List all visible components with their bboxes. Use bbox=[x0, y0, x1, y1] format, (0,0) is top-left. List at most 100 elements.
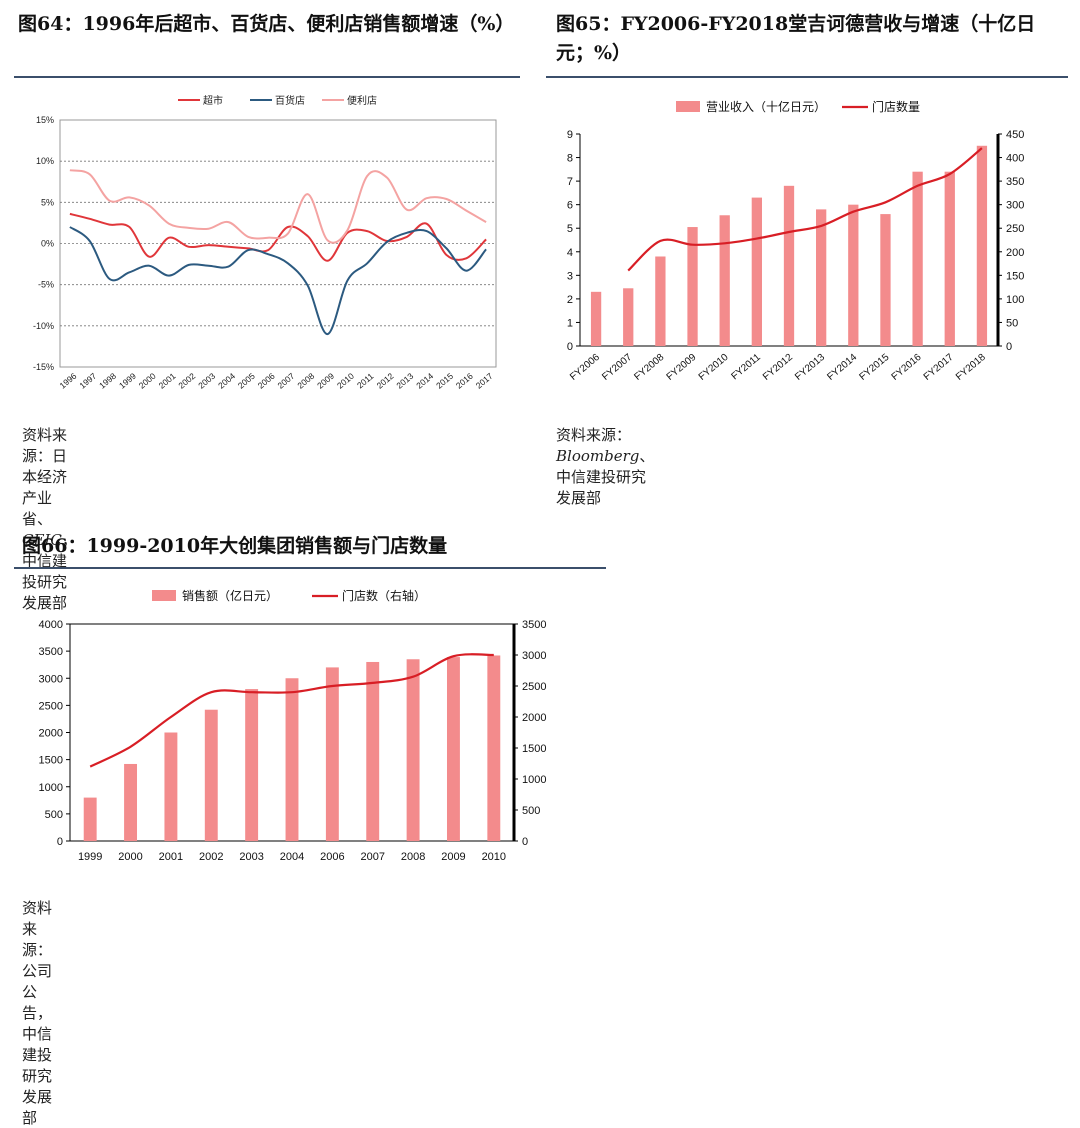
bar bbox=[687, 227, 698, 346]
y-tick-label: 5 bbox=[567, 223, 573, 235]
chart-66-source-prefix: 资料来源：公司公告，中信建投研究发展部 bbox=[22, 899, 53, 1127]
y2-tick-label: 200 bbox=[1006, 247, 1024, 259]
chart-66-title: 图66：1999-2010年大创集团销售额与门店数量 bbox=[22, 535, 448, 557]
x-tick-label: 2003 bbox=[239, 851, 263, 863]
y-tick-label: -15% bbox=[33, 362, 54, 372]
y2-tick-label: 500 bbox=[522, 805, 540, 817]
chart-64-title: 图64：1996年后超市、百货店、便利店销售额增速（%） bbox=[18, 13, 515, 35]
y-tick-label: 6 bbox=[567, 200, 573, 212]
chart-65-source: 资料来源： Bloomberg、中信建投研究发展部 bbox=[556, 424, 654, 508]
y2-tick-label: 250 bbox=[1006, 223, 1024, 235]
x-tick-label: 2011 bbox=[355, 371, 376, 391]
x-tick-label: 2003 bbox=[196, 371, 217, 391]
bar bbox=[204, 709, 218, 841]
x-tick-label: FY2011 bbox=[729, 352, 763, 383]
bar bbox=[655, 256, 666, 346]
bar bbox=[848, 204, 859, 346]
x-tick-label: 1999 bbox=[117, 371, 138, 391]
x-tick-label: FY2013 bbox=[793, 352, 827, 383]
x-tick-label: 2012 bbox=[375, 371, 396, 391]
bar bbox=[719, 215, 730, 346]
x-tick-label: 2001 bbox=[159, 851, 183, 863]
y2-tick-label: 300 bbox=[1006, 200, 1024, 212]
chart-64-title-rule bbox=[14, 76, 520, 78]
x-tick-label: 2014 bbox=[414, 371, 435, 391]
y2-tick-label: 0 bbox=[1006, 341, 1012, 353]
series-line bbox=[89, 653, 494, 768]
x-tick-label: FY2018 bbox=[954, 352, 988, 383]
y-tick-label: 7 bbox=[567, 176, 573, 188]
x-tick-label: 2002 bbox=[199, 851, 223, 863]
chart-65-title: 图65：FY2006-FY2018堂吉诃德营收与增速（十亿日元；%） bbox=[556, 13, 1036, 64]
bar bbox=[976, 145, 988, 346]
bar bbox=[245, 689, 259, 841]
chart-65-svg: 0 1 2 3 4 5 6 7 8 9 0 50 100 150 200 250 300 350 400 450 FY2… bbox=[567, 99, 1024, 383]
chart-65-title-rule bbox=[546, 76, 1068, 78]
bar bbox=[944, 171, 955, 346]
x-tick-label: 2010 bbox=[482, 851, 506, 863]
bar bbox=[164, 732, 178, 841]
x-tick-label: 2010 bbox=[335, 371, 356, 391]
y2-tick-label: 2500 bbox=[522, 681, 546, 693]
x-tick-label: 2007 bbox=[360, 851, 384, 863]
x-tick-label: 2009 bbox=[315, 371, 336, 391]
y-tick-label: -10% bbox=[33, 321, 54, 331]
chart-66-title-rule bbox=[14, 567, 606, 569]
chart-65-source-em: Bloomberg bbox=[556, 447, 640, 465]
x-tick-label: 2013 bbox=[394, 371, 415, 391]
x-tick-label: FY2007 bbox=[600, 352, 634, 383]
x-tick-label: 2001 bbox=[157, 371, 178, 391]
x-tick-label: 2016 bbox=[454, 371, 475, 391]
y-tick-label: 4000 bbox=[39, 619, 63, 631]
y2-tick-label: 150 bbox=[1006, 270, 1024, 282]
y-tick-label: 15% bbox=[36, 115, 54, 125]
x-tick-label: 1999 bbox=[78, 851, 102, 863]
x-tick-label: 1996 bbox=[58, 371, 79, 391]
legend-label-department: 百货店 bbox=[275, 94, 305, 107]
bar bbox=[285, 678, 299, 841]
bar bbox=[623, 288, 634, 346]
legend-swatch-bar bbox=[676, 101, 700, 112]
x-tick-label: 2017 bbox=[474, 371, 495, 391]
bar bbox=[912, 171, 923, 346]
x-tick-label: FY2009 bbox=[665, 352, 699, 383]
series-line-convenience bbox=[69, 169, 487, 244]
y-tick-label: 4 bbox=[567, 247, 573, 259]
y-tick-label: 2 bbox=[567, 294, 573, 306]
x-tick-label: 1997 bbox=[77, 371, 98, 391]
y-tick-label: 8 bbox=[567, 153, 573, 165]
legend-swatch-bar bbox=[152, 590, 176, 601]
chart-64-source-em: CEIC bbox=[22, 531, 62, 549]
legend-label-supermarket: 超市 bbox=[203, 94, 223, 107]
y2-tick-label: 0 bbox=[522, 836, 528, 848]
y2-tick-label: 1500 bbox=[522, 743, 546, 755]
chart-66-source: 资料来源：公司公告，中信建投研究发展部 bbox=[22, 897, 52, 1128]
x-tick-label: FY2017 bbox=[922, 352, 956, 383]
x-tick-label: 1998 bbox=[97, 371, 118, 391]
y-tick-label: 500 bbox=[45, 809, 63, 821]
bar bbox=[816, 209, 827, 346]
x-tick-label: FY2008 bbox=[632, 352, 666, 383]
y2-tick-label: 450 bbox=[1006, 129, 1024, 141]
chart-65-source-prefix: 资料来源： bbox=[556, 426, 632, 444]
bar bbox=[751, 197, 762, 346]
legend-label-bar: 销售额（亿日元） bbox=[182, 588, 278, 603]
y-tick-label: 2000 bbox=[39, 728, 63, 740]
y2-tick-label: 3500 bbox=[522, 619, 546, 631]
y-tick-label: 1 bbox=[567, 317, 573, 329]
bar bbox=[446, 657, 460, 841]
x-tick-label: FY2014 bbox=[825, 352, 859, 383]
bar bbox=[783, 185, 795, 346]
y-tick-label: 0% bbox=[41, 239, 54, 249]
y-tick-label: 10% bbox=[36, 156, 54, 166]
chart-64-source-prefix: 资料来源：日本经济产业省、 bbox=[22, 426, 68, 528]
x-tick-label: 2004 bbox=[216, 371, 237, 391]
bar bbox=[83, 797, 97, 841]
y-tick-label: 2500 bbox=[39, 700, 63, 712]
x-tick-label: FY2010 bbox=[697, 352, 731, 383]
y-tick-label: 1500 bbox=[39, 755, 63, 767]
bar bbox=[124, 763, 138, 841]
x-tick-label: 2000 bbox=[137, 371, 158, 391]
legend-label-line: 门店数（右轴） bbox=[342, 588, 426, 603]
legend-label-convenience: 便利店 bbox=[347, 94, 377, 107]
